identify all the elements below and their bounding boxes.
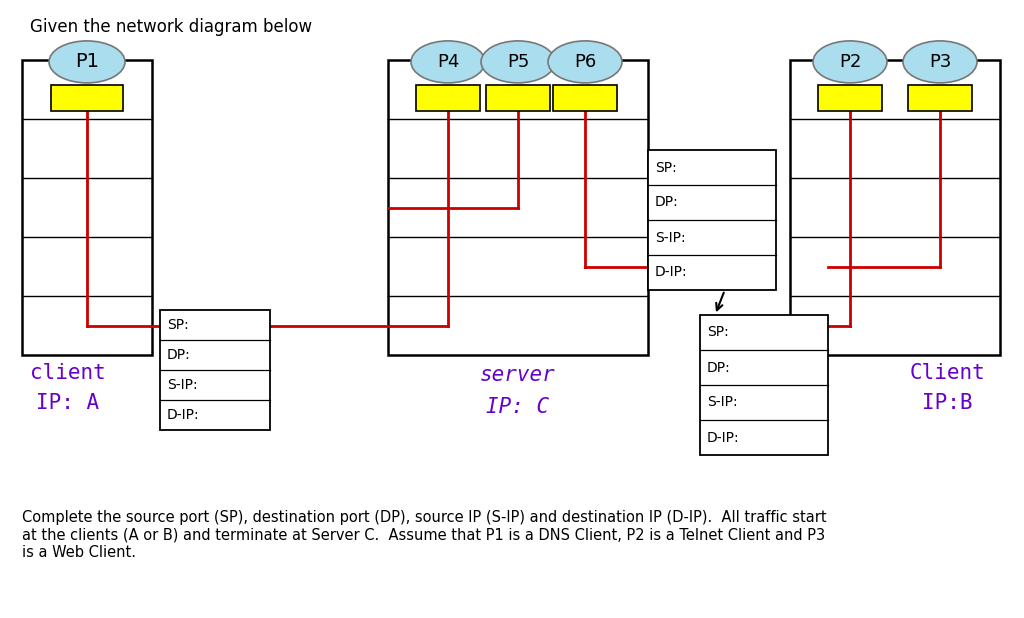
Text: client: client [30, 363, 105, 383]
Ellipse shape [481, 41, 555, 83]
Bar [790, 60, 1000, 355]
Text: Given the network diagram below: Given the network diagram below [30, 18, 312, 36]
Bar [388, 60, 648, 355]
Bar [553, 85, 617, 111]
Text: SP:: SP: [655, 161, 677, 174]
Ellipse shape [548, 41, 622, 83]
Text: P3: P3 [929, 53, 951, 71]
Ellipse shape [903, 41, 977, 83]
Text: D-IP:: D-IP: [707, 431, 739, 444]
Text: SP:: SP: [167, 318, 188, 332]
Text: IP: C: IP: C [486, 397, 550, 417]
Text: S-IP:: S-IP: [167, 378, 198, 392]
Text: P4: P4 [437, 53, 459, 71]
Text: Complete the source port (SP), destination port (DP), source IP (S-IP) and desti: Complete the source port (SP), destinati… [22, 510, 826, 560]
Bar [486, 85, 550, 111]
Text: IP: A: IP: A [36, 393, 99, 413]
Ellipse shape [813, 41, 887, 83]
Bar [908, 85, 972, 111]
Bar [51, 85, 123, 111]
Text: P2: P2 [839, 53, 861, 71]
Bar [700, 315, 828, 455]
Text: DP:: DP: [655, 195, 679, 210]
Text: DP:: DP: [707, 360, 731, 375]
Text: P6: P6 [573, 53, 596, 71]
Bar [416, 85, 480, 111]
Bar [818, 85, 882, 111]
Text: D-IP:: D-IP: [655, 266, 688, 279]
Bar [648, 150, 776, 290]
Text: IP:B: IP:B [923, 393, 973, 413]
Text: P5: P5 [507, 53, 529, 71]
Text: server: server [480, 365, 556, 385]
Bar [160, 310, 270, 430]
Text: D-IP:: D-IP: [167, 408, 200, 422]
Text: DP:: DP: [167, 348, 190, 362]
Text: Client: Client [909, 363, 985, 383]
Text: SP:: SP: [707, 326, 729, 339]
Text: S-IP:: S-IP: [655, 231, 686, 245]
Bar [22, 60, 152, 355]
Text: P1: P1 [75, 53, 99, 72]
Text: S-IP:: S-IP: [707, 396, 737, 410]
Ellipse shape [411, 41, 485, 83]
Ellipse shape [49, 41, 125, 83]
